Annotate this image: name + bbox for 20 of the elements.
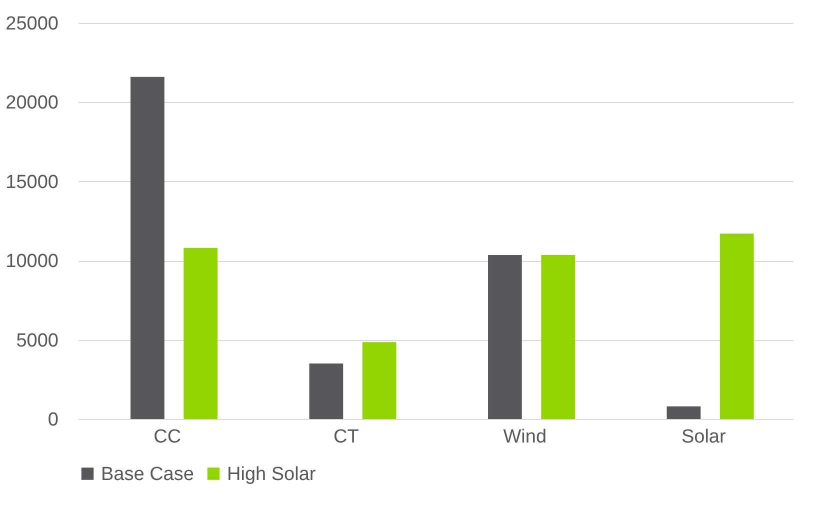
- x-tick-label: CT: [333, 426, 360, 448]
- x-tick-label: Wind: [503, 426, 547, 448]
- x-tick-label: Solar: [681, 426, 726, 448]
- bar: [488, 255, 522, 419]
- legend-label: High Solar: [227, 464, 316, 485]
- bar: [720, 234, 754, 419]
- bar: [184, 248, 218, 419]
- y-tick-label: 0: [48, 410, 58, 430]
- x-tick-label: CC: [154, 426, 182, 448]
- y-tick-label: 20000: [6, 92, 58, 114]
- legend-label: Base Case: [101, 464, 194, 485]
- bar: [541, 255, 576, 419]
- y-tick-label: 15000: [6, 172, 58, 193]
- bar: [130, 76, 164, 419]
- bar: [309, 364, 344, 419]
- y-tick-label: 25000: [6, 14, 58, 34]
- y-tick-label: 10000: [6, 251, 58, 272]
- bar: [666, 406, 701, 419]
- y-tick-label: 5000: [16, 330, 58, 352]
- bar: [362, 342, 396, 419]
